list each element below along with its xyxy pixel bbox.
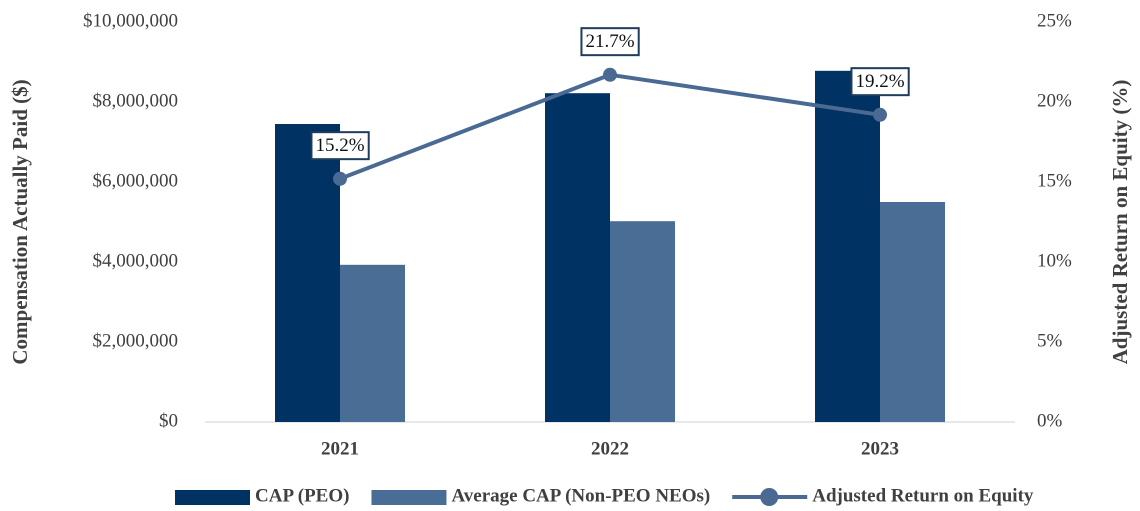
data-label-box <box>310 131 370 161</box>
line-point <box>873 107 887 122</box>
bar <box>340 264 405 422</box>
data-label: 15.2% <box>315 135 364 156</box>
y-tick-label: $0 <box>159 410 178 431</box>
x-tick-label: 2022 <box>591 438 629 459</box>
y2-tick-label: 10% <box>1037 250 1072 271</box>
bar <box>545 93 610 422</box>
y-tick-label: $6,000,000 <box>93 170 179 191</box>
legend-swatch <box>371 490 447 505</box>
y-axis-title: Compensation Actually Paid ($) <box>8 79 32 364</box>
y2-tick-label: 15% <box>1037 170 1072 191</box>
y-tick-label: $8,000,000 <box>93 90 179 111</box>
y2-tick-label: 25% <box>1037 10 1072 31</box>
y-tick-label: $10,000,000 <box>83 10 178 31</box>
data-label-box <box>850 67 910 97</box>
y-tick-label: $4,000,000 <box>93 250 179 271</box>
bar <box>610 221 675 422</box>
x-tick-label: 2023 <box>861 438 899 459</box>
bar <box>815 70 880 423</box>
bar <box>275 124 340 422</box>
line-point <box>333 171 347 186</box>
legend-label: CAP (PEO) <box>255 485 349 506</box>
legend-swatch <box>175 490 250 505</box>
data-label-box <box>580 27 640 57</box>
legend-label: Adjusted Return on Equity <box>812 485 1034 506</box>
y2-axis-title: Adjusted Return on Equity (%) <box>1108 80 1132 365</box>
line-point <box>603 67 617 82</box>
y2-tick-label: 5% <box>1037 330 1063 351</box>
data-label: 21.7% <box>585 31 634 52</box>
bar <box>880 202 945 422</box>
y2-tick-label: 20% <box>1037 90 1072 111</box>
y2-tick-label: 0% <box>1037 410 1063 431</box>
x-tick-label: 2021 <box>321 438 359 459</box>
legend-swatch <box>760 488 779 506</box>
y-tick-label: $2,000,000 <box>93 330 179 351</box>
legend-label: Average CAP (Non-PEO NEOs) <box>451 485 710 506</box>
data-label: 19.2% <box>855 71 904 92</box>
